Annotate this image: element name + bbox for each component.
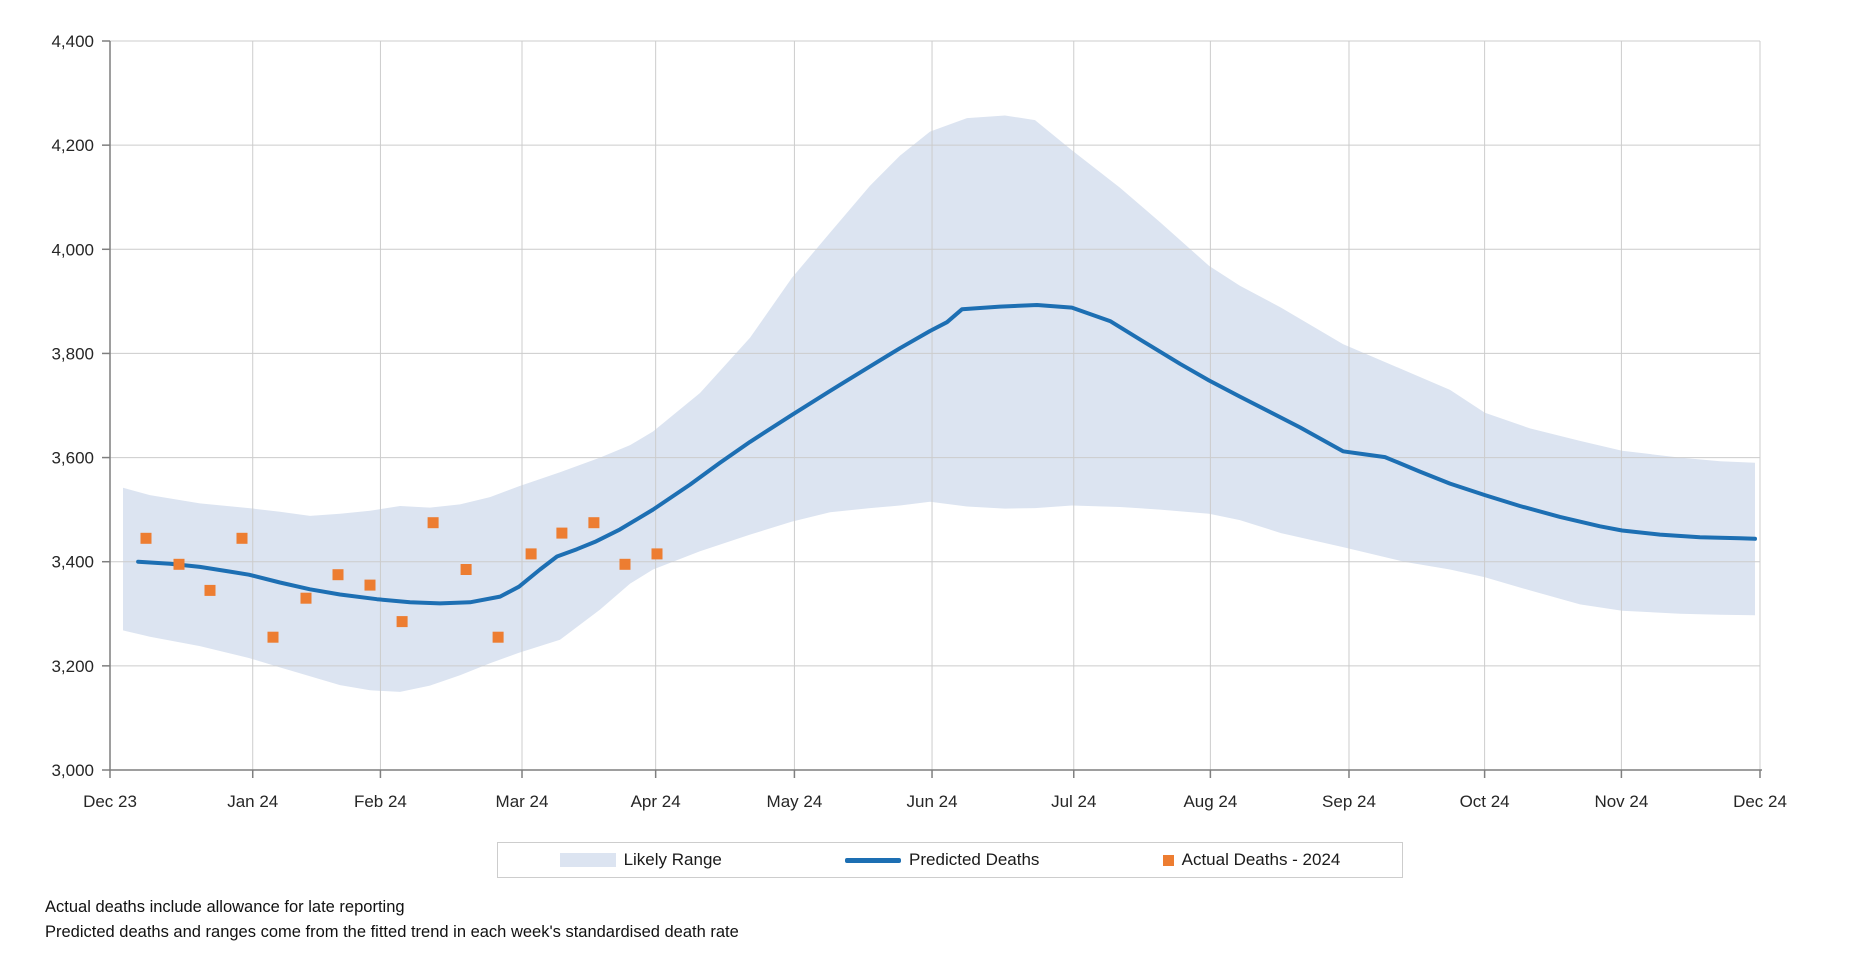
y-axis-label: 4,400 [51,32,94,51]
actual-deaths-point [492,631,504,643]
x-axis-label: Aug 24 [1183,792,1237,811]
y-axis-label: 3,800 [51,344,94,363]
legend-item-likely-range: Likely Range [559,850,722,870]
actual-deaths-point [619,558,631,570]
x-axis-label: Jul 24 [1051,792,1096,811]
chart-legend: Likely Range Predicted Deaths Actual Dea… [497,842,1403,878]
y-axis-label: 3,200 [51,657,94,676]
legend-label-predicted-deaths: Predicted Deaths [909,850,1040,869]
actual-deaths-point [267,631,279,643]
actual-deaths-point [396,616,408,628]
actual-deaths-point [556,527,568,539]
likely-range-swatch [559,853,616,867]
legend-item-predicted-deaths: Predicted Deaths [845,850,1039,870]
actual-deaths-point [588,517,600,529]
actual-deaths-point [300,592,312,604]
actual-deaths-point [364,579,376,591]
actual-deaths-point [525,548,537,560]
chart-footnotes: Actual deaths include allowance for late… [45,895,739,945]
y-axis-label: 3,400 [51,553,94,572]
predicted-deaths-swatch [845,857,902,863]
y-axis-label: 3,600 [51,449,94,468]
actual-deaths-swatch [1162,854,1174,866]
y-axis-label: 3,000 [51,761,94,780]
x-axis-label: Feb 24 [354,792,407,811]
footnote-2: Predicted deaths and ranges come from th… [45,923,739,941]
actual-deaths-point [173,558,185,570]
legend-label-actual-deaths: Actual Deaths - 2024 [1181,850,1341,869]
legend-label-likely-range: Likely Range [623,850,722,869]
actual-deaths-point [204,584,216,596]
y-axis-label: 4,200 [51,136,94,155]
x-axis-label: Oct 24 [1460,792,1510,811]
actual-deaths-point [140,532,152,544]
x-axis-label: Jun 24 [907,792,958,811]
x-axis-label: Sep 24 [1322,792,1376,811]
x-axis-label: Dec 23 [83,792,137,811]
actual-deaths-point [427,517,439,529]
legend-item-actual-deaths: Actual Deaths - 2024 [1162,850,1341,870]
x-axis-label: May 24 [767,792,823,811]
actual-deaths-point [236,532,248,544]
x-axis-label: Nov 24 [1594,792,1648,811]
actual-deaths-point [651,548,663,560]
actual-deaths-point [460,564,472,575]
footnote-1: Actual deaths include allowance for late… [45,898,405,916]
predicted-deaths-line [136,303,1757,606]
x-axis-label: Apr 24 [631,792,681,811]
y-axis-label: 4,000 [51,240,94,259]
x-axis-label: Jan 24 [227,792,278,811]
x-axis-label: Mar 24 [496,792,549,811]
likely-range-band [123,115,1755,692]
actual-deaths-point [332,569,344,581]
x-axis-label: Dec 24 [1733,792,1787,811]
